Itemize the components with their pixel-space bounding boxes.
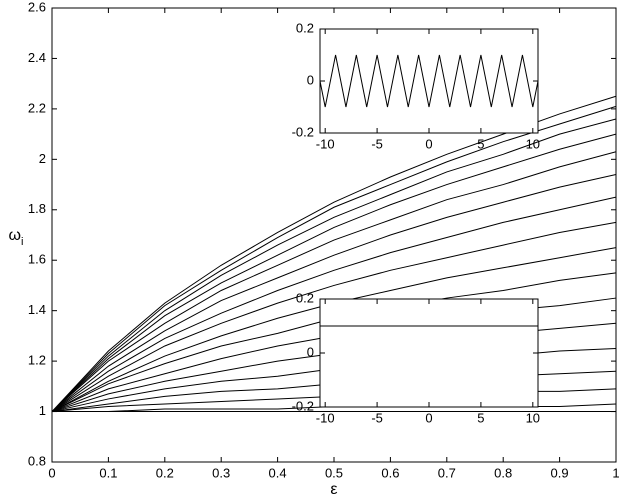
x-tick-label: -10	[316, 410, 335, 425]
curve	[51, 151, 617, 412]
y-tick-label: 0	[307, 344, 314, 359]
curve	[51, 221, 617, 412]
y-tick-label: 1	[39, 403, 46, 418]
curve	[51, 105, 617, 412]
x-tick-label: 0.7	[438, 465, 456, 480]
x-tick-label: 10	[526, 136, 540, 151]
y-tick-label: 1.2	[28, 353, 46, 368]
y-axis-label: ωi	[9, 227, 24, 248]
curve	[51, 196, 617, 412]
y-tick-label: 0.2	[296, 20, 314, 35]
x-tick-label: -10	[316, 136, 335, 151]
x-tick-label: 0.4	[269, 465, 287, 480]
x-tick-label: 0	[48, 465, 55, 480]
curve	[51, 133, 617, 412]
x-tick-label: 0.8	[494, 465, 512, 480]
x-tick-label: 5	[477, 136, 484, 151]
curve	[51, 173, 617, 412]
x-tick-label: 0	[425, 136, 432, 151]
y-tick-label: 1.4	[28, 302, 46, 317]
y-tick-label: 2.6	[28, 0, 46, 14]
y-tick-label: 0	[307, 72, 314, 87]
x-tick-label: 0.6	[381, 465, 399, 480]
x-tick-label: 5	[477, 410, 484, 425]
y-tick-label: -0.2	[292, 124, 314, 139]
y-label-symbol: ω	[9, 227, 22, 244]
x-tick-label: 0.5	[325, 465, 343, 480]
plot-area	[319, 28, 539, 134]
x-tick-label: 0.3	[212, 465, 230, 480]
y-label-subscript: i	[21, 236, 23, 248]
y-tick-label: 2.2	[28, 100, 46, 115]
x-tick-label: 0.9	[551, 465, 569, 480]
x-tick-label: -5	[371, 136, 383, 151]
y-tick-label: 0.2	[296, 290, 314, 305]
y-tick-label: 1.6	[28, 252, 46, 267]
x-tick-label: 0	[425, 410, 432, 425]
y-tick-label: 0.8	[28, 453, 46, 468]
x-tick-label: 0.2	[156, 465, 174, 480]
x-axis-label: ε	[330, 481, 337, 498]
curve	[51, 118, 617, 412]
y-tick-label: 1.8	[28, 201, 46, 216]
y-tick-label: 2	[39, 151, 46, 166]
x-tick-label: 1	[612, 465, 619, 480]
y-tick-label: -0.2	[292, 398, 314, 413]
plot-area	[319, 298, 539, 408]
x-tick-label: 10	[526, 410, 540, 425]
curve	[319, 54, 539, 108]
x-tick-label: 0.1	[99, 465, 117, 480]
x-tick-label: -5	[371, 410, 383, 425]
y-tick-label: 2.4	[28, 50, 46, 65]
